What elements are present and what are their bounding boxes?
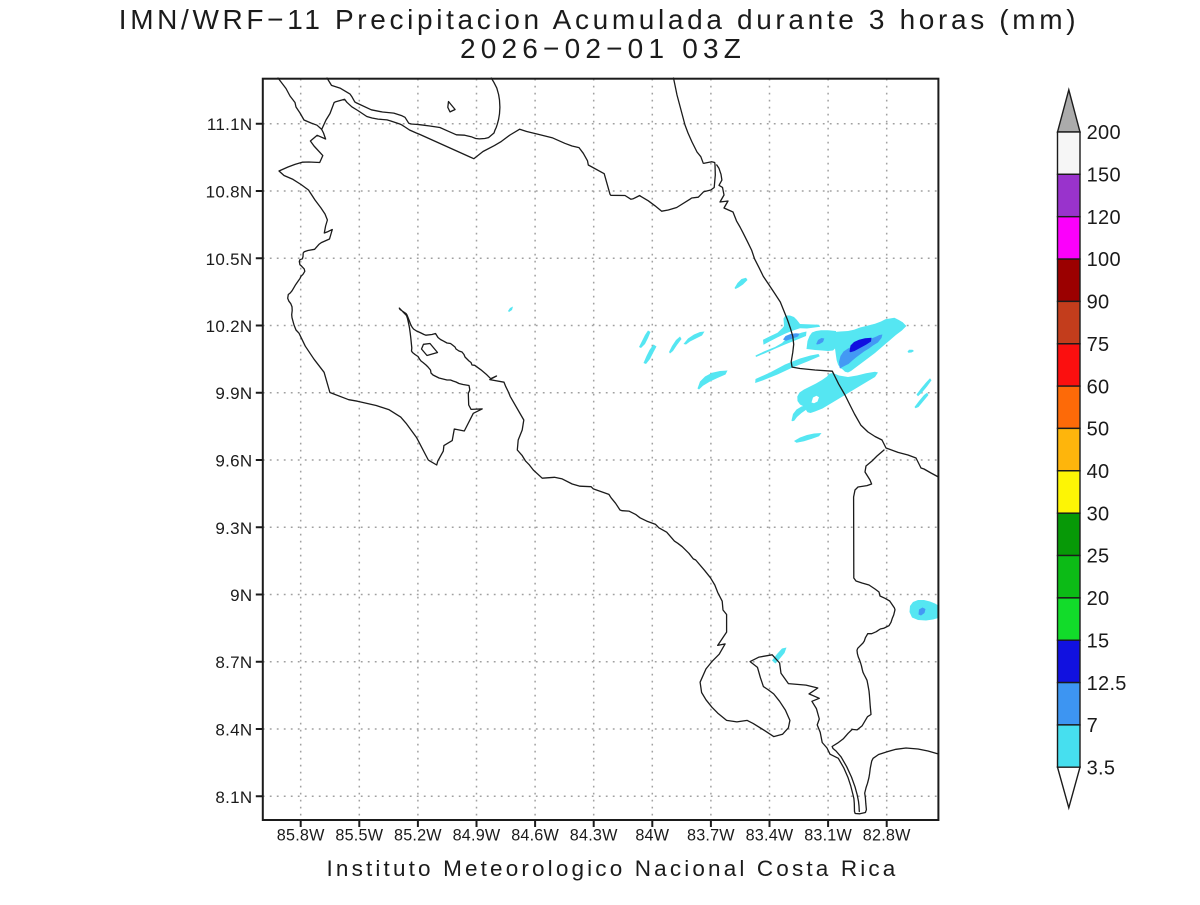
svg-text:60: 60 (1087, 376, 1110, 398)
svg-text:8.4N: 8.4N (215, 721, 252, 740)
svg-text:9N: 9N (230, 586, 252, 605)
svg-text:20: 20 (1087, 588, 1110, 610)
svg-text:83.1W: 83.1W (804, 827, 852, 845)
svg-text:25: 25 (1087, 546, 1110, 568)
svg-text:10.8N: 10.8N (206, 183, 253, 202)
svg-text:7: 7 (1087, 715, 1098, 737)
svg-text:85.5W: 85.5W (335, 827, 383, 845)
svg-text:15: 15 (1087, 630, 1110, 652)
svg-text:11.1N: 11.1N (207, 115, 253, 134)
svg-text:IMN/WRF−11 Precipitacion Acumu: IMN/WRF−11 Precipitacion Acumulada duran… (119, 4, 1079, 35)
svg-text:85.8W: 85.8W (277, 827, 325, 845)
svg-text:90: 90 (1087, 292, 1110, 314)
svg-text:83.4W: 83.4W (746, 827, 794, 845)
svg-text:84.6W: 84.6W (511, 827, 559, 845)
svg-text:150: 150 (1087, 165, 1121, 187)
svg-text:3.5: 3.5 (1087, 758, 1116, 780)
svg-text:100: 100 (1087, 249, 1121, 271)
svg-text:9.6N: 9.6N (215, 452, 252, 471)
svg-text:8.7N: 8.7N (215, 653, 252, 672)
svg-text:50: 50 (1087, 419, 1110, 441)
svg-text:82.8W: 82.8W (863, 827, 911, 845)
svg-text:84.3W: 84.3W (570, 827, 618, 845)
svg-text:2026−02−01 03Z: 2026−02−01 03Z (460, 33, 746, 64)
svg-text:40: 40 (1087, 461, 1110, 483)
svg-text:10.2N: 10.2N (206, 317, 253, 336)
svg-text:9.9N: 9.9N (215, 384, 252, 403)
svg-text:Instituto Meteorologico Nacion: Instituto Meteorologico Nacional Costa R… (327, 856, 899, 881)
svg-text:8.1N: 8.1N (215, 788, 252, 807)
svg-text:9.3N: 9.3N (215, 519, 252, 538)
svg-text:200: 200 (1087, 122, 1121, 144)
svg-text:10.5N: 10.5N (206, 250, 253, 269)
svg-text:12.5: 12.5 (1087, 673, 1127, 695)
svg-text:30: 30 (1087, 503, 1110, 525)
svg-text:120: 120 (1087, 207, 1121, 229)
svg-text:83.7W: 83.7W (687, 827, 735, 845)
svg-text:84W: 84W (635, 827, 669, 845)
svg-text:75: 75 (1087, 334, 1110, 356)
svg-text:85.2W: 85.2W (394, 827, 442, 845)
svg-text:84.9W: 84.9W (453, 827, 501, 845)
